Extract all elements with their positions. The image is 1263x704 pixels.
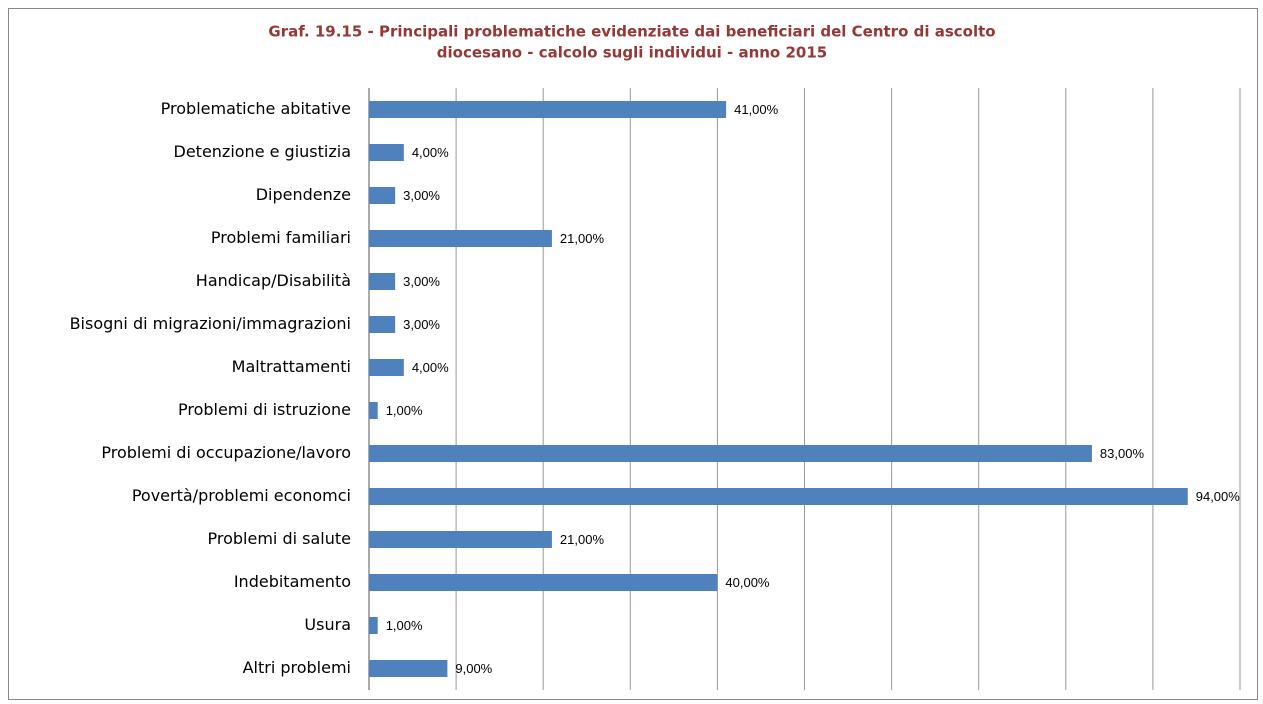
value-label: 83,00%	[1100, 446, 1145, 461]
y-tick-label: Problemi di salute	[208, 529, 351, 548]
value-label: 3,00%	[403, 317, 440, 332]
y-tick-label: Detenzione e giustizia	[174, 142, 352, 161]
value-label: 21,00%	[560, 532, 605, 547]
chart-title: diocesano - calcolo sugli individui - an…	[437, 44, 827, 62]
bar	[369, 660, 448, 677]
bar	[369, 531, 552, 548]
y-tick-label: Problemi di occupazione/lavoro	[101, 443, 351, 462]
value-label: 4,00%	[412, 360, 449, 375]
y-tick-label: Problemi di istruzione	[178, 400, 351, 419]
y-tick-label: Handicap/Disabilità	[196, 271, 351, 290]
value-label: 4,00%	[412, 145, 449, 160]
y-tick-label: Problemi familiari	[211, 228, 351, 247]
value-label: 3,00%	[403, 188, 440, 203]
value-label: 41,00%	[734, 102, 779, 117]
bar	[369, 230, 552, 247]
y-tick-label: Indebitamento	[234, 572, 351, 591]
y-tick-label: Dipendenze	[256, 185, 351, 204]
value-label: 1,00%	[386, 618, 423, 633]
bar	[369, 187, 396, 204]
bar	[369, 101, 727, 118]
y-tick-label: Maltrattamenti	[232, 357, 351, 376]
bar	[369, 273, 396, 290]
bar	[369, 316, 396, 333]
bar	[369, 488, 1188, 505]
bar	[369, 359, 404, 376]
value-label: 40,00%	[725, 575, 770, 590]
value-label: 9,00%	[455, 661, 492, 676]
value-label: 21,00%	[560, 231, 605, 246]
y-tick-label: Bisogni di migrazioni/immagrazioni	[70, 314, 351, 333]
chart-title: Graf. 19.15 - Principali problematiche e…	[268, 23, 995, 41]
value-label: 1,00%	[386, 403, 423, 418]
value-label: 3,00%	[403, 274, 440, 289]
y-tick-label: Usura	[304, 615, 351, 634]
bar	[369, 574, 718, 591]
y-tick-label: Problematiche abitative	[161, 99, 351, 118]
bar	[369, 445, 1092, 462]
bar	[369, 402, 378, 419]
value-label: 94,00%	[1196, 489, 1241, 504]
y-tick-label: Altri problemi	[243, 658, 351, 677]
bar	[369, 144, 404, 161]
bar	[369, 617, 378, 634]
y-tick-label: Povertà/problemi economci	[132, 486, 351, 505]
